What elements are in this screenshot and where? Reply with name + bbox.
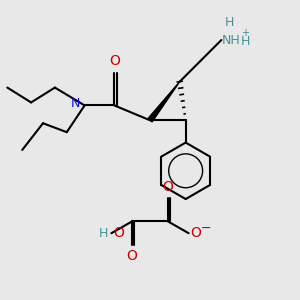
Text: O: O — [127, 249, 138, 263]
Text: H: H — [99, 227, 108, 240]
Text: O: O — [109, 54, 120, 68]
Text: NH: NH — [221, 34, 240, 46]
Text: H: H — [224, 16, 234, 29]
Text: +: + — [241, 28, 249, 38]
Text: N: N — [71, 98, 80, 110]
Text: −: − — [200, 222, 211, 235]
Text: H: H — [241, 35, 250, 48]
Text: O: O — [190, 226, 201, 240]
Polygon shape — [148, 82, 180, 122]
Text: O: O — [162, 180, 173, 194]
Text: O: O — [113, 226, 124, 240]
